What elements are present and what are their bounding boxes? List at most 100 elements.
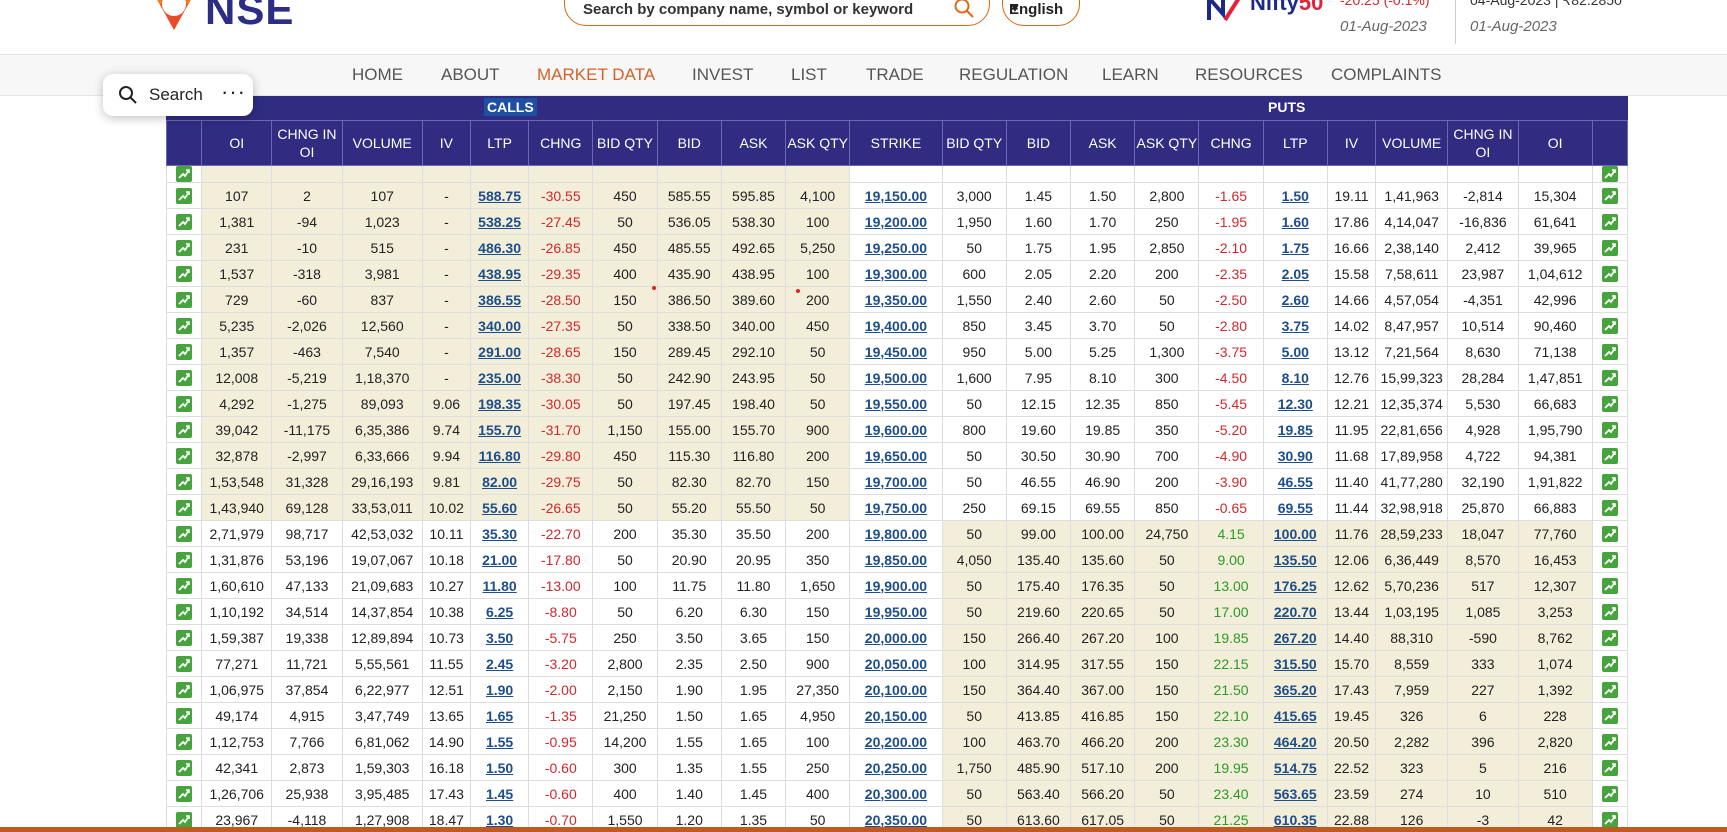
nse-logo-icon[interactable] bbox=[146, 0, 202, 30]
calls-ltp-link[interactable]: 340.00 bbox=[469, 312, 530, 339]
chart-cell-calls[interactable] bbox=[166, 165, 203, 183]
chart-icon[interactable] bbox=[176, 292, 193, 309]
puts-ltp-link[interactable]: 2.05 bbox=[1262, 260, 1328, 287]
chart-icon[interactable] bbox=[1601, 396, 1618, 413]
calls-ltp-link[interactable]: 198.35 bbox=[469, 390, 530, 417]
chart-cell-puts[interactable] bbox=[1591, 624, 1628, 651]
chart-cell-calls[interactable] bbox=[166, 468, 203, 495]
chart-icon[interactable] bbox=[176, 708, 193, 725]
chart-cell-calls[interactable] bbox=[166, 416, 203, 443]
calls-ltp-link[interactable]: 155.70 bbox=[469, 416, 530, 443]
chart-cell-puts[interactable] bbox=[1591, 182, 1628, 209]
chart-cell-calls[interactable] bbox=[166, 182, 203, 209]
calls-ltp-link[interactable]: 3.50 bbox=[469, 624, 530, 651]
chart-cell-puts[interactable] bbox=[1591, 286, 1628, 313]
puts-ltp-link[interactable]: 69.55 bbox=[1262, 494, 1328, 521]
chart-icon[interactable] bbox=[176, 760, 193, 777]
nav-item-invest[interactable]: INVEST bbox=[692, 65, 754, 84]
chart-cell-calls[interactable] bbox=[166, 598, 203, 625]
chart-cell-calls[interactable] bbox=[166, 546, 203, 573]
chart-cell-calls[interactable] bbox=[166, 234, 203, 261]
chart-icon[interactable] bbox=[176, 630, 193, 647]
nav-item-trade[interactable]: TRADE bbox=[866, 65, 924, 84]
chart-icon[interactable] bbox=[1601, 474, 1618, 491]
strike-price-link[interactable]: 20,250.00 bbox=[849, 754, 943, 781]
chart-icon[interactable] bbox=[1601, 812, 1618, 829]
chart-icon[interactable] bbox=[176, 370, 193, 387]
chart-cell-calls[interactable] bbox=[166, 702, 203, 729]
chart-cell-calls[interactable] bbox=[166, 390, 203, 417]
chart-icon[interactable] bbox=[1601, 344, 1618, 361]
strike-price-link[interactable]: 19,200.00 bbox=[849, 208, 943, 235]
chart-cell-calls[interactable] bbox=[166, 312, 203, 339]
chart-cell-puts[interactable] bbox=[1591, 650, 1628, 677]
language-select[interactable]: English ▼ bbox=[1002, 0, 1080, 26]
chart-icon[interactable] bbox=[1601, 422, 1618, 439]
strike-price-link[interactable]: 20,050.00 bbox=[849, 650, 943, 677]
chart-icon[interactable] bbox=[1601, 760, 1618, 777]
chart-cell-calls[interactable] bbox=[166, 624, 203, 651]
strike-price-link[interactable]: 19,850.00 bbox=[849, 546, 943, 573]
chart-cell-calls[interactable] bbox=[166, 286, 203, 313]
puts-ltp-link[interactable]: 415.65 bbox=[1262, 702, 1328, 729]
puts-ltp-link[interactable]: 464.20 bbox=[1262, 728, 1328, 755]
puts-ltp-link[interactable]: 563.65 bbox=[1262, 780, 1328, 807]
chart-icon[interactable] bbox=[176, 526, 193, 543]
chart-icon[interactable] bbox=[176, 266, 193, 283]
chart-cell-puts[interactable] bbox=[1591, 390, 1628, 417]
puts-ltp-link[interactable]: 12.30 bbox=[1262, 390, 1328, 417]
chart-icon[interactable] bbox=[1601, 630, 1618, 647]
chart-cell-puts[interactable] bbox=[1591, 702, 1628, 729]
strike-price-link[interactable]: 20,200.00 bbox=[849, 728, 943, 755]
chart-cell-calls[interactable] bbox=[166, 208, 203, 235]
strike-price-link[interactable]: 19,250.00 bbox=[849, 234, 943, 261]
chart-cell-puts[interactable] bbox=[1591, 494, 1628, 521]
chart-icon[interactable] bbox=[176, 474, 193, 491]
calls-ltp-link[interactable]: 486.30 bbox=[469, 234, 530, 261]
puts-ltp-link[interactable]: 315.50 bbox=[1262, 650, 1328, 677]
chart-cell-puts[interactable] bbox=[1591, 546, 1628, 573]
chart-cell-puts[interactable] bbox=[1591, 728, 1628, 755]
chart-cell-puts[interactable] bbox=[1591, 338, 1628, 365]
chart-icon[interactable] bbox=[176, 448, 193, 465]
search-icon[interactable] bbox=[953, 0, 975, 19]
chart-icon[interactable] bbox=[1601, 604, 1618, 621]
chart-cell-puts[interactable] bbox=[1591, 234, 1628, 261]
chart-icon[interactable] bbox=[1601, 656, 1618, 673]
chart-cell-calls[interactable] bbox=[166, 260, 203, 287]
puts-ltp-link[interactable]: 1.40 bbox=[1262, 165, 1328, 183]
calls-ltp-link[interactable]: 1.55 bbox=[469, 728, 530, 755]
strike-price-link[interactable]: 19,700.00 bbox=[849, 468, 943, 495]
chart-icon[interactable] bbox=[176, 604, 193, 621]
chart-icon[interactable] bbox=[1601, 682, 1618, 699]
calls-ltp-link[interactable]: 116.80 bbox=[469, 442, 530, 469]
chart-cell-calls[interactable] bbox=[166, 494, 203, 521]
nav-item-regulation[interactable]: REGULATION bbox=[959, 65, 1069, 84]
strike-price-link[interactable]: 19,650.00 bbox=[849, 442, 943, 469]
puts-ltp-link[interactable]: 5.00 bbox=[1262, 338, 1328, 365]
chart-icon[interactable] bbox=[176, 214, 193, 231]
chart-icon[interactable] bbox=[176, 422, 193, 439]
chart-cell-puts[interactable] bbox=[1591, 676, 1628, 703]
chart-cell-calls[interactable] bbox=[166, 676, 203, 703]
nav-item-resources[interactable]: RESOURCES bbox=[1195, 65, 1303, 84]
chart-cell-puts[interactable] bbox=[1591, 312, 1628, 339]
puts-ltp-link[interactable]: 46.55 bbox=[1262, 468, 1328, 495]
chart-cell-puts[interactable] bbox=[1591, 416, 1628, 443]
chart-icon[interactable] bbox=[176, 188, 193, 205]
strike-price-link[interactable]: 19,950.00 bbox=[849, 598, 943, 625]
strike-price-link[interactable]: 20,100.00 bbox=[849, 676, 943, 703]
puts-ltp-link[interactable]: 19.85 bbox=[1262, 416, 1328, 443]
chart-cell-puts[interactable] bbox=[1591, 364, 1628, 391]
nav-item-list[interactable]: LIST bbox=[791, 65, 827, 84]
chart-cell-calls[interactable] bbox=[166, 754, 203, 781]
strike-price-link[interactable]: 19,400.00 bbox=[849, 312, 943, 339]
chart-icon[interactable] bbox=[1601, 552, 1618, 569]
calls-ltp-link[interactable]: 291.00 bbox=[469, 338, 530, 365]
chart-cell-puts[interactable] bbox=[1591, 208, 1628, 235]
chart-cell-calls[interactable] bbox=[166, 572, 203, 599]
strike-price-link[interactable]: 19,900.00 bbox=[849, 572, 943, 599]
puts-ltp-link[interactable]: 1.60 bbox=[1262, 208, 1328, 235]
chart-cell-puts[interactable] bbox=[1591, 780, 1628, 807]
puts-ltp-link[interactable]: 1.50 bbox=[1262, 182, 1328, 209]
